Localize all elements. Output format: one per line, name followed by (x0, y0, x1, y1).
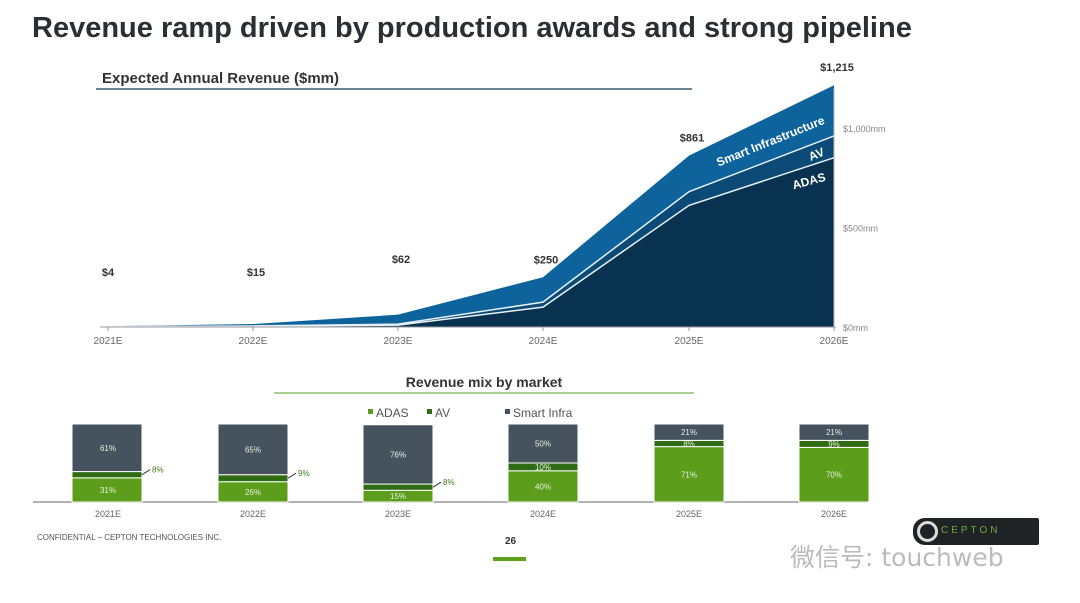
slide-title: Revenue ramp driven by production awards… (32, 12, 912, 44)
y-tick-label: $0mm (843, 323, 868, 333)
bar-label: 8% (152, 466, 164, 475)
y-tick-label: $1,000mm (843, 124, 886, 134)
bar-chart-title: Revenue mix by market (406, 374, 563, 390)
bar-label: 9% (828, 440, 840, 449)
bar-label: 10% (535, 463, 551, 472)
total-label: $1,215 (820, 62, 854, 74)
bar-label: 26% (245, 488, 261, 497)
legend-label-1: AV (435, 406, 450, 420)
legend-swatch-2 (505, 409, 510, 414)
bar-segment (71, 423, 143, 473)
x-tick-label: 2026E (820, 336, 849, 347)
area-boundary-line (107, 135, 835, 328)
bar-segment (71, 471, 143, 479)
confidential-footer: CONFIDENTIAL – CEPTON TECHNOLOGIES INC. (37, 533, 222, 542)
bar-label: 9% (298, 469, 310, 478)
bar-label: 31% (100, 486, 116, 495)
logo-text: CEPTON (941, 525, 1001, 536)
bar-label: 71% (681, 470, 697, 479)
bar-label: 76% (390, 450, 406, 459)
x-tick-label: 2022E (239, 336, 268, 347)
area-chart-title: Expected Annual Revenue ($mm) (102, 70, 339, 87)
bar-label: 61% (100, 444, 116, 453)
bar-segment (362, 483, 434, 491)
label-leader (432, 481, 442, 488)
total-label: $250 (534, 254, 558, 266)
wechat-watermark: 微信号: touchweb (790, 543, 1004, 572)
bar-label: 21% (826, 428, 842, 437)
legend-swatch-1 (427, 409, 432, 414)
series-label-av: AV (807, 145, 827, 164)
area-series-adas (108, 157, 834, 327)
bar-segment (507, 470, 579, 503)
bar-label: 8% (683, 440, 695, 449)
bar-segment (653, 446, 725, 503)
bar-label: 15% (390, 492, 406, 501)
bar-label: 8% (443, 478, 455, 487)
bar-x-label: 2024E (530, 509, 556, 519)
bar-x-label: 2023E (385, 509, 411, 519)
bar-label: 40% (535, 482, 551, 491)
bar-segment (653, 423, 725, 441)
bar-label: 65% (245, 445, 261, 454)
x-tick-label: 2024E (529, 336, 558, 347)
bar-segment (507, 423, 579, 464)
total-label: $861 (680, 133, 704, 145)
legend-swatch-0 (368, 409, 373, 414)
bar-segment (362, 424, 434, 485)
legend-label-2: Smart Infra (513, 406, 573, 420)
label-leader (287, 472, 297, 479)
legend-label-0: ADAS (376, 406, 409, 420)
label-leader (141, 469, 151, 476)
logo-ring-icon (917, 521, 938, 542)
x-tick-label: 2023E (384, 336, 413, 347)
page-number: 26 (505, 536, 517, 547)
page-accent-bar (493, 557, 526, 561)
bar-x-label: 2022E (240, 509, 266, 519)
cepton-logo: CEPTON (913, 518, 1039, 545)
y-tick-label: $500mm (843, 224, 878, 234)
total-label: $62 (392, 254, 410, 266)
bar-label: 21% (681, 428, 697, 437)
x-tick-label: 2021E (94, 336, 123, 347)
x-tick-label: 2025E (675, 336, 704, 347)
total-label: $15 (247, 267, 265, 279)
bar-label: 70% (826, 471, 842, 480)
total-label: $4 (102, 267, 115, 279)
bar-x-label: 2021E (95, 509, 121, 519)
bar-segment (217, 423, 289, 476)
bar-segment (217, 474, 289, 483)
bar-segment (798, 423, 870, 441)
bar-label: 50% (535, 440, 551, 449)
bar-x-label: 2025E (676, 509, 702, 519)
bar-x-label: 2026E (821, 509, 847, 519)
bar-segment (71, 477, 143, 503)
